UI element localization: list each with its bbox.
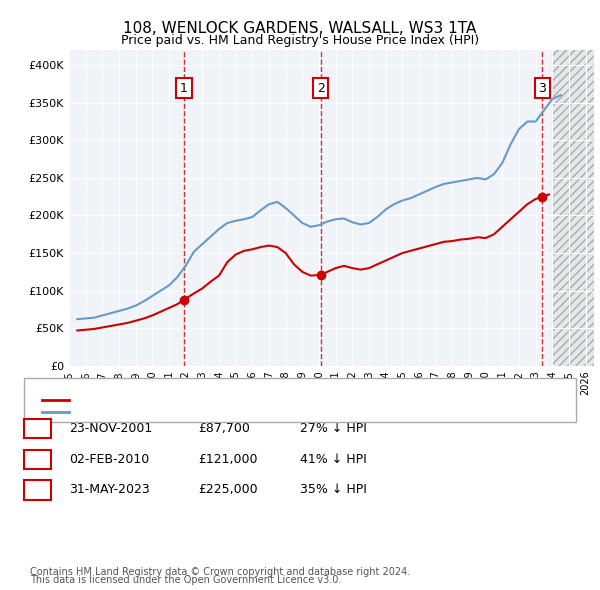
Text: 31-MAY-2023: 31-MAY-2023 (69, 483, 150, 496)
Text: £121,000: £121,000 (198, 453, 257, 466)
Text: 2: 2 (34, 453, 41, 466)
Text: £225,000: £225,000 (198, 483, 257, 496)
Text: 3: 3 (538, 81, 546, 94)
Text: Contains HM Land Registry data © Crown copyright and database right 2024.: Contains HM Land Registry data © Crown c… (30, 567, 410, 577)
Text: £87,700: £87,700 (198, 422, 250, 435)
Text: 41% ↓ HPI: 41% ↓ HPI (300, 453, 367, 466)
Text: Price paid vs. HM Land Registry's House Price Index (HPI): Price paid vs. HM Land Registry's House … (121, 34, 479, 47)
Text: 23-NOV-2001: 23-NOV-2001 (69, 422, 152, 435)
Text: This data is licensed under the Open Government Licence v3.0.: This data is licensed under the Open Gov… (30, 575, 341, 585)
Text: 2: 2 (317, 81, 325, 94)
Bar (553, 50, 594, 366)
Text: 02-FEB-2010: 02-FEB-2010 (69, 453, 149, 466)
Text: 27% ↓ HPI: 27% ↓ HPI (300, 422, 367, 435)
Text: 1: 1 (180, 81, 188, 94)
Text: 108, WENLOCK GARDENS, WALSALL, WS3 1TA (detached house): 108, WENLOCK GARDENS, WALSALL, WS3 1TA (… (72, 395, 431, 405)
Text: 1: 1 (34, 422, 41, 435)
Text: HPI: Average price, detached house, Walsall: HPI: Average price, detached house, Wals… (72, 407, 317, 417)
Bar (553, 50, 594, 366)
Text: 3: 3 (34, 483, 41, 496)
Text: 35% ↓ HPI: 35% ↓ HPI (300, 483, 367, 496)
Text: 108, WENLOCK GARDENS, WALSALL, WS3 1TA: 108, WENLOCK GARDENS, WALSALL, WS3 1TA (124, 21, 476, 35)
